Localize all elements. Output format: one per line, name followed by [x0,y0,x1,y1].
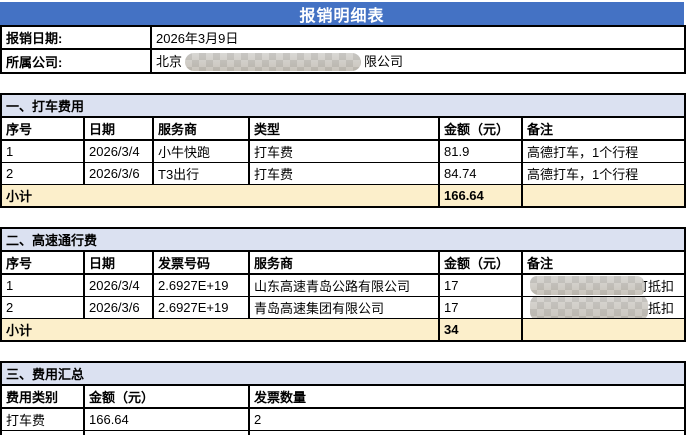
toll-subtotal-note [520,318,687,342]
taxi-header-type: 类型 [248,116,440,141]
taxi-subtotal-row: 小计 166.64 [0,184,687,208]
summary-section-band: 三、费用汇总 [0,361,687,386]
company-value-cell: 北京 限公司 [150,48,686,74]
taxi-date-cell: 2026/3/6 [83,162,154,185]
summary-header-row: 费用类别 金额（元） 发票数量 [0,384,687,409]
date-value-cell: 2026年3月9日 [150,25,686,50]
report-title-bar: 报销明细表 [0,2,684,25]
summary-amount-cell: 166.64 [83,407,250,431]
table-row: 2 2026/3/6 2.6927E+19 青岛高速集团有限公司 17 不可抵扣 [0,296,687,319]
toll-note-cell: 不可抵扣 [520,296,687,319]
redacted-note [530,276,644,295]
toll-section-title: 二、高速通行费 [0,227,687,252]
taxi-subtotal-amount: 166.64 [438,184,523,208]
toll-header-invoice: 发票号码 [152,250,250,275]
report-title: 报销明细表 [299,7,385,25]
toll-header-date: 日期 [83,250,154,275]
summary-category-cell: 打车费 [0,407,85,431]
toll-invoice-cell: 2.6927E+19 [152,296,250,319]
table-row: 1 2026/3/4 2.6927E+19 山东高速青岛公路有限公司 17 不可… [0,273,687,297]
taxi-header-amount: 金额（元） [438,116,523,141]
company-prefix: 北京 [156,54,183,69]
taxi-header-note: 备注 [520,116,687,141]
redacted-company-name [185,53,362,71]
report-info-table: 报销日期: 2026年3月9日 所属公司: 北京 限公司 [0,25,686,74]
toll-subtotal-row: 小计 34 [0,318,687,342]
summary-section-title: 三、费用汇总 [0,361,687,386]
summary-header-amount: 金额（元） [83,384,250,409]
toll-expense-table: 二、高速通行费 序号 日期 发票号码 服务商 金额（元） 备注 1 2026/3… [0,227,687,342]
date-label-cell: 报销日期: [0,25,152,50]
taxi-provider-cell: T3出行 [152,162,250,185]
toll-subtotal-label: 小计 [0,318,440,342]
taxi-type-cell: 打车费 [248,139,440,163]
toll-subtotal-amount: 34 [438,318,523,342]
taxi-section-title: 一、打车费用 [0,93,687,118]
taxi-amount-cell: 81.9 [438,139,523,163]
taxi-header-date: 日期 [83,116,154,141]
info-row-company: 所属公司: 北京 限公司 [0,48,686,74]
expense-summary-table: 三、费用汇总 费用类别 金额（元） 发票数量 打车费 166.64 2 高速通行… [0,361,687,435]
taxi-no-cell: 1 [0,139,85,163]
taxi-no-cell: 2 [0,162,85,185]
toll-header-provider: 服务商 [248,250,440,275]
toll-invoice-cell: 2.6927E+19 [152,273,250,297]
toll-no-cell: 1 [0,273,85,297]
summary-category-cell: 高速通行费 [0,430,85,435]
info-row-date: 报销日期: 2026年3月9日 [0,25,686,50]
toll-note-cell: 不可抵扣 [520,273,687,297]
taxi-note-cell: 高德打车，1个行程 [520,139,687,163]
summary-header-category: 费用类别 [0,384,85,409]
table-row: 打车费 166.64 2 [0,407,687,431]
toll-section-band: 二、高速通行费 [0,227,687,252]
taxi-subtotal-label: 小计 [0,184,440,208]
company-suffix: 限公司 [364,54,404,69]
table-row: 高速通行费 34 2 [0,430,687,435]
toll-header-row: 序号 日期 发票号码 服务商 金额（元） 备注 [0,250,687,275]
taxi-expense-table: 一、打车费用 序号 日期 服务商 类型 金额（元） 备注 1 2026/3/4 … [0,93,687,208]
taxi-header-provider: 服务商 [152,116,250,141]
redacted-note [530,297,648,318]
summary-count-cell: 2 [247,430,687,435]
taxi-date-cell: 2026/3/4 [83,139,154,163]
taxi-note-cell: 高德打车，1个行程 [520,162,687,185]
taxi-section-band: 一、打车费用 [0,93,687,118]
toll-date-cell: 2026/3/4 [83,273,154,297]
taxi-subtotal-note [520,184,687,208]
table-row: 2 2026/3/6 T3出行 打车费 84.74 高德打车，1个行程 [0,162,687,185]
toll-header-no: 序号 [0,250,85,275]
summary-header-count: 发票数量 [247,384,687,409]
toll-provider-cell: 青岛高速集团有限公司 [248,296,440,319]
toll-provider-cell: 山东高速青岛公路有限公司 [248,273,440,297]
toll-amount-cell: 17 [438,296,523,319]
table-row: 1 2026/3/4 小牛快跑 打车费 81.9 高德打车，1个行程 [0,139,687,163]
summary-amount-cell: 34 [83,430,250,435]
taxi-type-cell: 打车费 [248,162,440,185]
taxi-header-no: 序号 [0,116,85,141]
taxi-amount-cell: 84.74 [438,162,523,185]
company-label-cell: 所属公司: [0,48,152,74]
summary-count-cell: 2 [247,407,687,431]
toll-no-cell: 2 [0,296,85,319]
taxi-provider-cell: 小牛快跑 [152,139,250,163]
toll-date-cell: 2026/3/6 [83,296,154,319]
taxi-header-row: 序号 日期 服务商 类型 金额（元） 备注 [0,116,687,141]
toll-header-amount: 金额（元） [438,250,523,275]
toll-header-note: 备注 [520,250,687,275]
toll-amount-cell: 17 [438,273,523,297]
